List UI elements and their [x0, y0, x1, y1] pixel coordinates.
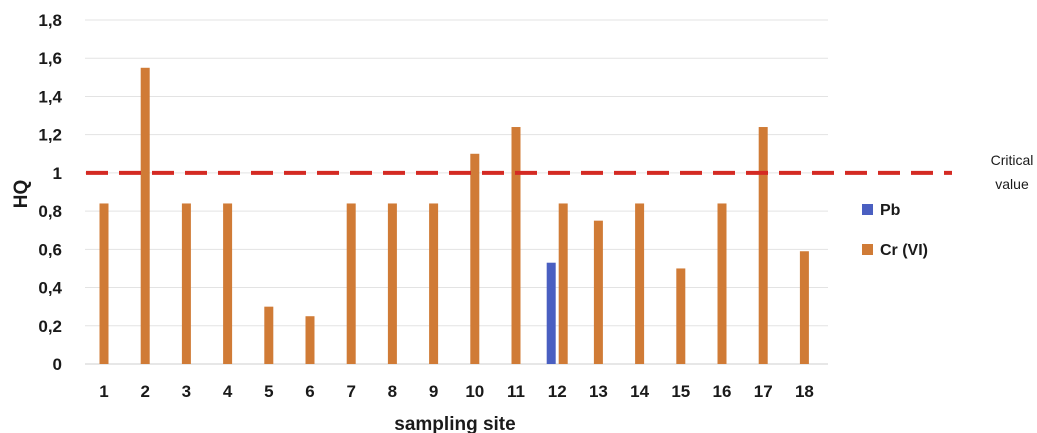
- y-axis-title: HQ: [11, 180, 32, 209]
- bar-cr-vi-site-6: [305, 316, 315, 364]
- bar-cr-vi-site-14: [635, 203, 645, 364]
- y-tick-label: 0: [53, 355, 62, 374]
- legend-swatch-pb: [862, 204, 873, 215]
- y-axis-ticks: 0 0,2 0,4 0,6 0,8 1 1,2 1,4 1,6 1,8: [38, 11, 62, 374]
- y-tick-label: 1,4: [38, 87, 62, 106]
- x-tick-label: 18: [795, 382, 814, 401]
- x-tick-label: 8: [388, 382, 397, 401]
- y-tick-label: 0,8: [38, 202, 62, 221]
- y-tick-label: 0,4: [38, 279, 62, 298]
- x-tick-label: 9: [429, 382, 438, 401]
- bar-cr-vi-site-2: [140, 67, 150, 365]
- gridlines: [85, 19, 828, 365]
- bar-cr-vi-site-5: [264, 306, 274, 364]
- legend-swatch-cr-vi: [862, 244, 873, 255]
- bar-cr-vi-site-7: [346, 203, 356, 364]
- bar-cr-vi-site-17: [758, 127, 768, 365]
- bar-cr-vi-site-4: [223, 203, 233, 364]
- x-tick-label: 3: [182, 382, 191, 401]
- x-tick-label: 12: [548, 382, 567, 401]
- bar-pb-site-12: [546, 262, 556, 364]
- x-tick-label: 11: [507, 382, 525, 401]
- bar-cr-vi-site-11: [511, 127, 521, 365]
- y-tick-label: 1,8: [38, 11, 62, 30]
- x-tick-label: 17: [754, 382, 773, 401]
- y-tick-label: 1,6: [38, 49, 62, 68]
- bar-cr-vi-site-13: [593, 220, 603, 364]
- y-tick-label: 1,2: [38, 126, 62, 145]
- x-tick-label: 4: [223, 382, 233, 401]
- x-tick-label: 16: [713, 382, 732, 401]
- y-tick-label: 0,6: [38, 240, 62, 259]
- critical-value-label-line2: value: [995, 176, 1029, 192]
- x-tick-label: 14: [630, 382, 649, 401]
- bars: [99, 67, 809, 365]
- legend: Pb Cr (VI): [862, 202, 928, 259]
- bar-cr-vi-site-12: [558, 203, 568, 364]
- x-tick-label: 15: [671, 382, 690, 401]
- y-tick-label: 1: [53, 164, 62, 183]
- bar-cr-vi-site-18: [799, 251, 809, 364]
- x-tick-label: 7: [346, 382, 355, 401]
- x-tick-label: 2: [140, 382, 149, 401]
- critical-value-annotation: Critical value: [991, 152, 1034, 192]
- bar-cr-vi-site-3: [181, 203, 191, 364]
- bar-cr-vi-site-16: [717, 203, 727, 364]
- x-tick-label: 13: [589, 382, 608, 401]
- bar-cr-vi-site-9: [429, 203, 439, 364]
- x-axis-title: sampling site: [394, 414, 515, 433]
- x-tick-label: 1: [99, 382, 108, 401]
- x-axis-ticks: 1 2 3 4 5 6 7 8 9 10 11 12 13 14 15 16 17 18: [99, 382, 814, 401]
- x-tick-label: 6: [305, 382, 314, 401]
- y-tick-label: 0,2: [38, 317, 62, 336]
- bar-cr-vi-site-15: [676, 268, 686, 364]
- critical-value-label-line1: Critical: [991, 152, 1034, 168]
- x-tick-label: 5: [264, 382, 273, 401]
- legend-label-pb: Pb: [880, 202, 901, 219]
- bar-cr-vi-site-8: [387, 203, 397, 364]
- x-tick-label: 10: [465, 382, 484, 401]
- legend-label-cr-vi: Cr (VI): [880, 242, 928, 259]
- bar-cr-vi-site-1: [99, 203, 109, 364]
- bar-cr-vi-site-10: [470, 153, 480, 364]
